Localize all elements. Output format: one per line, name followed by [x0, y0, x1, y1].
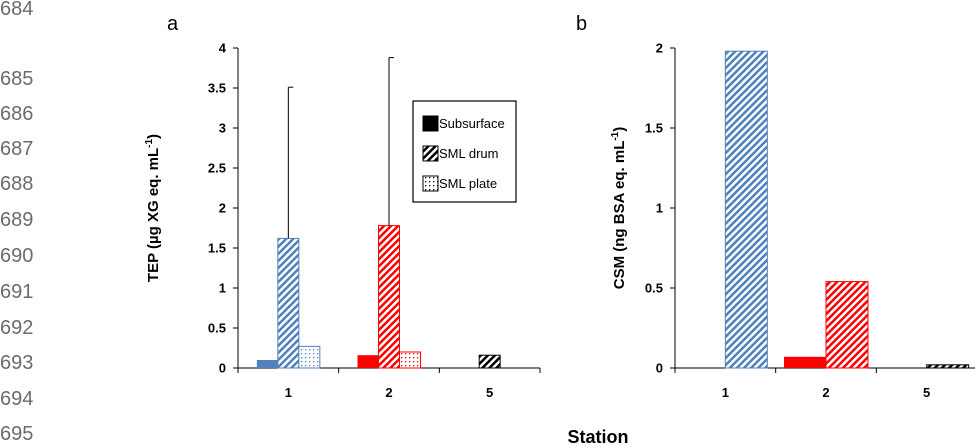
- bar: [277, 237, 300, 369]
- line-number: 687: [0, 138, 33, 160]
- y-tick-label: 0.5: [645, 281, 663, 296]
- bar: [256, 360, 278, 368]
- y-tick-label: 3: [219, 121, 226, 136]
- bar: [478, 354, 501, 369]
- y-tick-label: 0.5: [208, 321, 226, 336]
- y-tick-label: 1: [656, 201, 663, 216]
- legend-swatch: [422, 145, 439, 162]
- panel-a-label: a: [167, 13, 179, 35]
- line-number: 693: [0, 352, 33, 374]
- panel-a-bars: [256, 57, 501, 369]
- line-number: 690: [0, 245, 33, 267]
- legend-swatch: [422, 115, 439, 132]
- legend-label: SML plate: [439, 176, 497, 191]
- line-number: 686: [0, 103, 33, 125]
- panel-b-y-axis-label: CSM (ng BSA eq. mL-1): [610, 127, 628, 290]
- line-number: 695: [0, 423, 33, 445]
- line-numbers: 684 685 686 687 688 689 690 691 692 693 694 695: [0, 0, 33, 445]
- x-tick-label: 1: [722, 385, 729, 400]
- legend-label: Subsurface: [439, 116, 505, 131]
- y-tick-label: 1.5: [208, 241, 226, 256]
- bar: [357, 355, 379, 368]
- y-tick-label: 2.5: [208, 161, 226, 176]
- panel-b-label: b: [576, 13, 587, 35]
- x-tick-label: 5: [923, 385, 930, 400]
- y-tick-label: 0: [219, 361, 226, 376]
- bar: [378, 225, 400, 369]
- line-number: 688: [0, 173, 33, 195]
- bar: [399, 351, 421, 369]
- y-tick-label: 4: [219, 41, 227, 56]
- y-tick-label: 1: [219, 281, 226, 296]
- line-number: 694: [0, 388, 33, 410]
- bar: [926, 364, 970, 369]
- panel-b-axes: 0 0.5 1 1.5 2 1 2 5: [645, 41, 975, 400]
- y-tick-label: 3.5: [208, 81, 226, 96]
- x-tick-label: 2: [822, 385, 829, 400]
- legend-items: Subsurface SML drum SML plate: [422, 115, 505, 192]
- y-tick-label: 0: [656, 361, 663, 376]
- panel-a-y-axis-label: TEP (µg XG eq. mL-1): [144, 134, 162, 282]
- bar: [298, 345, 321, 369]
- panel-b: b CSM (ng BSA eq. mL-1) 0 0.5 1 1.5 2 1 2 5: [576, 13, 975, 400]
- bar: [784, 356, 826, 368]
- panel-a: a TEP (µg XG eq. mL-1) 0 0.5 1 1.5 2 2.5 3 3.5 4…: [144, 13, 541, 400]
- y-tick-label: 2: [656, 41, 663, 56]
- bar: [825, 281, 869, 369]
- legend: Subsurface SML drum SML plate: [412, 100, 517, 203]
- panel-a-axes: 0 0.5 1 1.5 2 2.5 3 3.5 4 1 2 5: [208, 41, 541, 400]
- line-number: 689: [0, 209, 33, 231]
- x-tick-label: 5: [486, 385, 493, 400]
- x-tick-label: 2: [385, 385, 392, 400]
- line-number: 685: [0, 68, 33, 90]
- bar: [724, 50, 768, 369]
- y-tick-label: 2: [219, 201, 226, 216]
- line-number: 691: [0, 281, 33, 303]
- line-number: 684: [0, 0, 33, 20]
- x-axis-label: Station: [568, 427, 629, 447]
- legend-label: SML drum: [439, 146, 498, 161]
- y-tick-label: 1.5: [645, 121, 663, 136]
- x-tick-label: 1: [285, 385, 292, 400]
- legend-swatch: [422, 175, 439, 192]
- panel-b-bars: [724, 50, 970, 369]
- line-number: 692: [0, 317, 33, 339]
